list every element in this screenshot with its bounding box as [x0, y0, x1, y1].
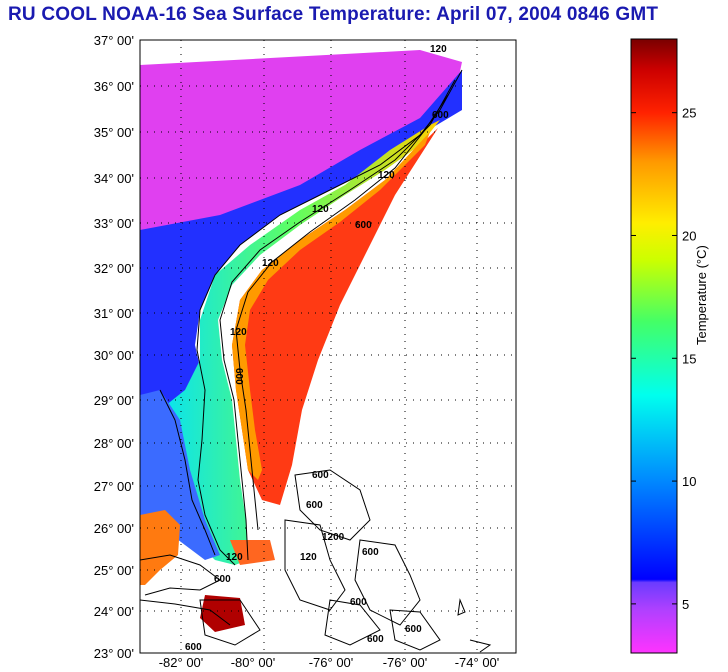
- lat-label: 23° 00': [94, 646, 134, 661]
- front-band: [232, 132, 430, 480]
- land-cloud-region: [140, 50, 462, 370]
- lat-label: 34° 00': [94, 171, 134, 186]
- contour-label: 600: [312, 470, 329, 481]
- colorbar-tick-label: 5: [682, 597, 689, 612]
- lat-label: 29° 00': [94, 393, 134, 408]
- contour-label: 600: [214, 574, 231, 585]
- colorbar-tick-label: 10: [682, 474, 696, 489]
- lat-label: 30° 00': [94, 348, 134, 363]
- lat-label: 25° 00': [94, 563, 134, 578]
- coastline-contours: [140, 69, 492, 653]
- lat-label: 26° 00': [94, 521, 134, 536]
- contour-label: 1200: [322, 532, 345, 543]
- contour-label: 120: [430, 44, 447, 55]
- longitude-labels: -82° 00' -80° 00' -76° 00' -76° 00' -74°…: [159, 655, 500, 670]
- contour-label: 120: [300, 552, 317, 563]
- contour-label: 600: [350, 597, 367, 608]
- lat-label: 27° 00': [94, 479, 134, 494]
- contour-label: 600: [306, 500, 323, 511]
- contour-label: 120: [230, 327, 247, 338]
- lat-label: 36° 00': [94, 79, 134, 94]
- lat-label: 28° 00': [94, 436, 134, 451]
- colorbar-title: Temperature (°C): [694, 245, 709, 345]
- gulf-stream-region: [232, 128, 438, 505]
- shelf-water-region: [150, 120, 440, 565]
- lat-label: 35° 00': [94, 125, 134, 140]
- latitude-labels: 37° 00' 36° 00' 35° 00' 34° 00' 33° 00' …: [94, 33, 134, 661]
- contour-labels: 120 600 120 600 120 120 120 600 600 600 …: [185, 44, 449, 653]
- contour-label: 120: [262, 258, 279, 269]
- contour-label: 600: [233, 368, 244, 385]
- lon-label: -82° 00': [159, 655, 204, 670]
- colorbar: [630, 38, 678, 654]
- map-title: RU COOL NOAA-16 Sea Surface Temperature:…: [8, 4, 659, 25]
- contour-label: 600: [405, 624, 422, 635]
- colorbar-tick-label: 25: [682, 106, 696, 121]
- contour-label: 600: [185, 642, 202, 653]
- contour-label: 600: [432, 110, 449, 121]
- contour-label: 120: [312, 204, 329, 215]
- contour-label: 120: [226, 552, 243, 563]
- lon-label: -76° 00': [309, 655, 354, 670]
- contour-label: 600: [362, 547, 379, 558]
- keys-patch: [200, 595, 245, 632]
- contour-label: 600: [355, 220, 372, 231]
- lon-label: -74° 00': [455, 655, 500, 670]
- lon-label: -76° 00': [383, 655, 428, 670]
- colorbar-tick-label: 20: [682, 228, 696, 243]
- contour-label: 600: [367, 634, 384, 645]
- gulf-patch-1: [140, 510, 180, 585]
- lat-label: 24° 00': [94, 604, 134, 619]
- colorbar-tick-label: 15: [682, 351, 696, 366]
- lat-label: 33° 00': [94, 216, 134, 231]
- contour-label: 120: [378, 170, 395, 181]
- lat-label: 37° 00': [94, 33, 134, 48]
- colorbar-ticks: 25 20 15 10 5: [631, 106, 696, 612]
- map-frame: [139, 39, 517, 654]
- lat-label: 32° 00': [94, 261, 134, 276]
- lat-label: 31° 00': [94, 306, 134, 321]
- lon-label: -80° 00': [231, 655, 276, 670]
